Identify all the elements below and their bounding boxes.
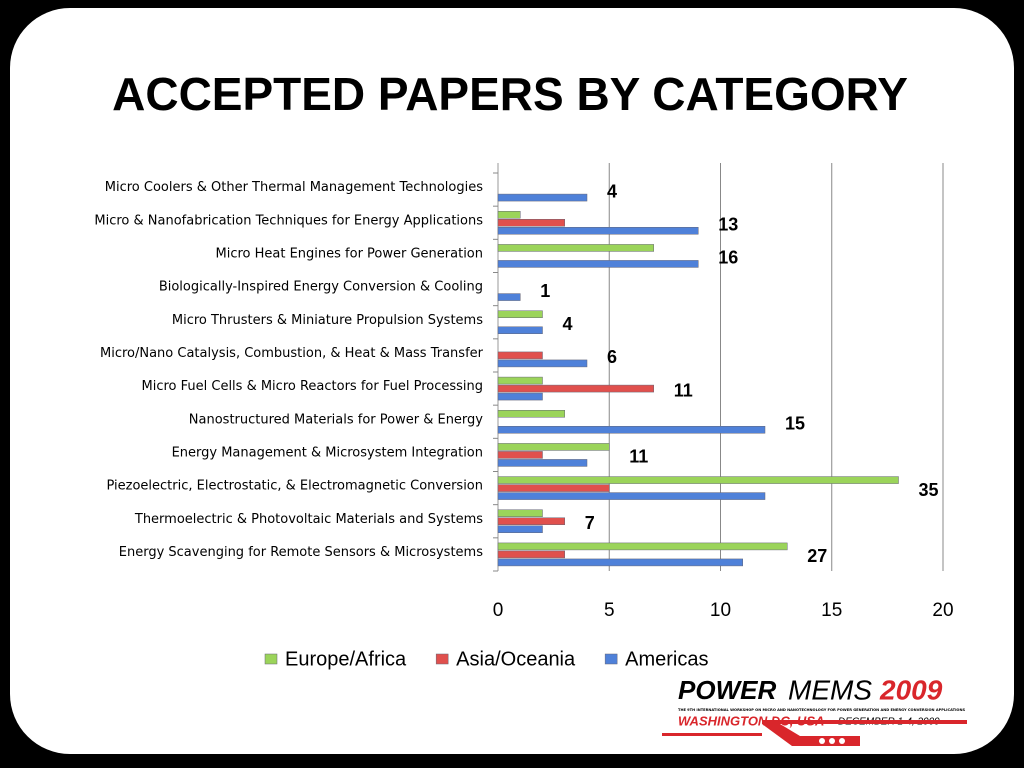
bar	[497, 558, 743, 567]
legend-swatch	[264, 653, 278, 665]
bar	[497, 492, 766, 500]
x-tick-label: 10	[710, 600, 731, 621]
bar	[497, 384, 654, 393]
logo-dot	[829, 738, 835, 744]
legend-label: Asia/Oceania	[456, 648, 576, 670]
bar	[497, 410, 565, 418]
logo-tagline: THE 9TH INTERNATIONAL WORKSHOP ON MICRO …	[678, 708, 965, 712]
bar	[497, 326, 543, 334]
y-tick-label: Micro Fuel Cells & Micro Reactors for Fu…	[142, 379, 484, 394]
bar	[497, 451, 543, 459]
logo-shape	[762, 724, 860, 746]
total-label: 11	[674, 380, 693, 400]
logo-stripe	[762, 720, 967, 724]
total-label: 13	[718, 215, 738, 235]
logo-place: WASHINGTON DC, USA	[678, 713, 824, 728]
total-label: 4	[563, 314, 573, 334]
x-tick-label: 15	[821, 600, 842, 621]
logo: POWER MEMS 2009 THE 9TH INTERNATIONAL WO…	[662, 674, 967, 746]
total-label: 16	[718, 248, 738, 268]
y-tick-label: Energy Scavenging for Remote Sensors & M…	[119, 545, 483, 560]
bar	[497, 310, 543, 318]
bar	[497, 392, 543, 401]
legend-label: Americas	[625, 648, 708, 670]
logo-dot	[839, 738, 845, 744]
logo-stripe	[662, 733, 762, 736]
total-label: 11	[629, 447, 648, 467]
chart-title: ACCEPTED PAPERS BY CATEGORY	[112, 68, 908, 120]
y-tick-label: Micro/Nano Catalysis, Combustion, & Heat…	[100, 346, 484, 361]
legend-label: Europe/Africa	[285, 648, 407, 670]
y-tick-label: Micro Thrusters & Miniature Propulsion S…	[172, 313, 483, 328]
bar	[497, 525, 543, 533]
total-label: 35	[919, 480, 939, 500]
total-label: 7	[585, 513, 595, 533]
total-label: 6	[607, 347, 617, 367]
bar	[497, 476, 899, 484]
bar	[497, 293, 521, 301]
logo-mems: MEMS	[788, 674, 872, 705]
bar	[497, 542, 788, 551]
x-tick-label: 20	[932, 600, 953, 621]
total-label: 1	[540, 281, 550, 301]
bar	[497, 219, 565, 227]
y-tick-label: Biologically-Inspired Energy Conversion …	[159, 280, 483, 295]
bar	[497, 509, 543, 517]
total-label: 4	[607, 181, 617, 201]
y-tick-label: Energy Management & Microsystem Integrat…	[172, 445, 483, 460]
bar	[497, 517, 565, 525]
total-label: 15	[785, 414, 805, 434]
logo-power: POWER	[678, 675, 776, 705]
y-tick-label: Micro & Nanofabrication Techniques for E…	[94, 213, 483, 228]
total-label: 27	[807, 546, 827, 566]
logo-dot	[819, 738, 825, 744]
y-tick-label: Thermoelectric & Photovoltaic Materials …	[134, 512, 483, 527]
bar	[497, 359, 588, 368]
bar	[497, 426, 766, 434]
y-tick-label: Piezoelectric, Electrostatic, & Electrom…	[106, 479, 483, 494]
chart: 0 5 10 15 20 Micro Coolers & Other Thermal Ma…	[94, 163, 954, 670]
bar	[497, 550, 565, 559]
bar	[497, 351, 543, 360]
y-tick-label: Nanostructured Materials for Power & Ene…	[189, 412, 484, 427]
y-tick-label: Micro Heat Engines for Power Generation	[215, 246, 483, 261]
bar	[497, 227, 699, 235]
bar	[497, 260, 699, 268]
bar	[497, 211, 521, 219]
legend-swatch	[604, 653, 618, 665]
y-tick-label: Micro Coolers & Other Thermal Management…	[105, 180, 483, 195]
bar	[497, 376, 543, 385]
bar	[497, 443, 610, 451]
bar	[497, 244, 654, 252]
bar	[497, 459, 588, 467]
bar	[497, 193, 588, 202]
x-tick-label: 0	[493, 600, 504, 621]
legend-swatch	[435, 653, 449, 665]
x-tick-label: 5	[604, 600, 615, 621]
bar	[497, 484, 610, 492]
logo-year: 2009	[879, 674, 943, 705]
